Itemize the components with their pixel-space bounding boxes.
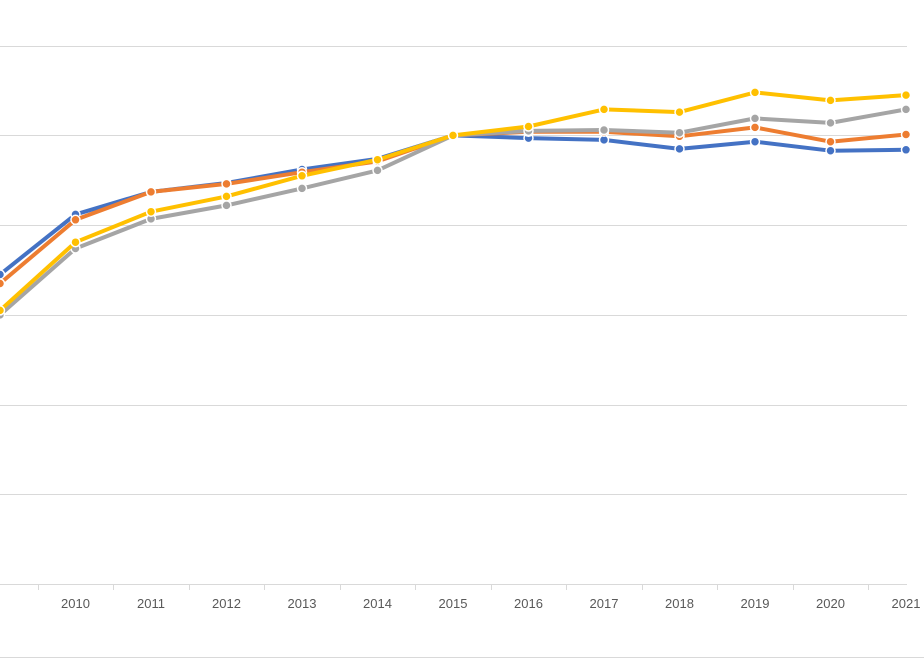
data-point bbox=[296, 183, 308, 194]
data-point bbox=[674, 106, 685, 118]
series-line bbox=[0, 125, 908, 286]
data-point bbox=[221, 178, 232, 190]
data-point bbox=[221, 191, 232, 202]
data-point bbox=[900, 104, 912, 115]
data-point bbox=[145, 206, 157, 217]
x-tick-label: 2019 bbox=[741, 596, 770, 611]
x-tick-label: 2010 bbox=[61, 596, 90, 611]
data-point bbox=[825, 117, 836, 129]
data-point bbox=[825, 95, 836, 106]
data-point bbox=[523, 121, 534, 132]
series-line bbox=[0, 90, 908, 313]
series-line bbox=[0, 133, 908, 277]
x-tick-label: 2015 bbox=[439, 596, 468, 611]
data-point bbox=[674, 127, 685, 138]
x-tick-label: 2011 bbox=[137, 596, 165, 611]
data-point bbox=[900, 144, 912, 156]
x-tick-label: 2020 bbox=[816, 596, 845, 611]
data-point bbox=[749, 122, 761, 133]
data-point bbox=[0, 269, 6, 280]
data-point bbox=[296, 170, 308, 182]
x-tick-label: 2013 bbox=[288, 596, 317, 611]
data-point bbox=[221, 200, 232, 211]
data-point bbox=[70, 236, 81, 248]
x-axis-labels: 2010 2011 2012 2013 2014 2015 2016 2017 2018 2019… bbox=[61, 596, 920, 611]
data-point bbox=[0, 305, 6, 316]
x-tick-label: 2017 bbox=[590, 596, 619, 611]
data-point bbox=[825, 136, 836, 147]
data-point bbox=[145, 186, 157, 198]
data-point bbox=[598, 104, 610, 115]
data-point bbox=[70, 214, 81, 226]
data-point bbox=[900, 129, 912, 140]
series-4 bbox=[0, 87, 912, 316]
data-point bbox=[447, 130, 459, 141]
gridlines bbox=[0, 46, 907, 495]
data-point bbox=[900, 89, 912, 101]
data-point bbox=[825, 145, 836, 156]
data-point bbox=[674, 143, 685, 155]
x-axis-ticks bbox=[38, 584, 869, 590]
data-point bbox=[749, 87, 761, 98]
data-point bbox=[0, 278, 6, 289]
data-point bbox=[749, 113, 761, 124]
x-tick-label: 2018 bbox=[665, 596, 694, 611]
x-tick-label: 2012 bbox=[212, 596, 241, 611]
data-point bbox=[372, 165, 383, 176]
x-tick-label: 2014 bbox=[363, 596, 392, 611]
data-point bbox=[598, 124, 610, 136]
series-1 bbox=[0, 130, 912, 280]
data-point bbox=[749, 136, 761, 147]
data-point bbox=[372, 154, 383, 165]
x-tick-label: 2021 bbox=[892, 596, 921, 611]
series-2 bbox=[0, 122, 912, 289]
x-tick-label: 2016 bbox=[514, 596, 543, 611]
